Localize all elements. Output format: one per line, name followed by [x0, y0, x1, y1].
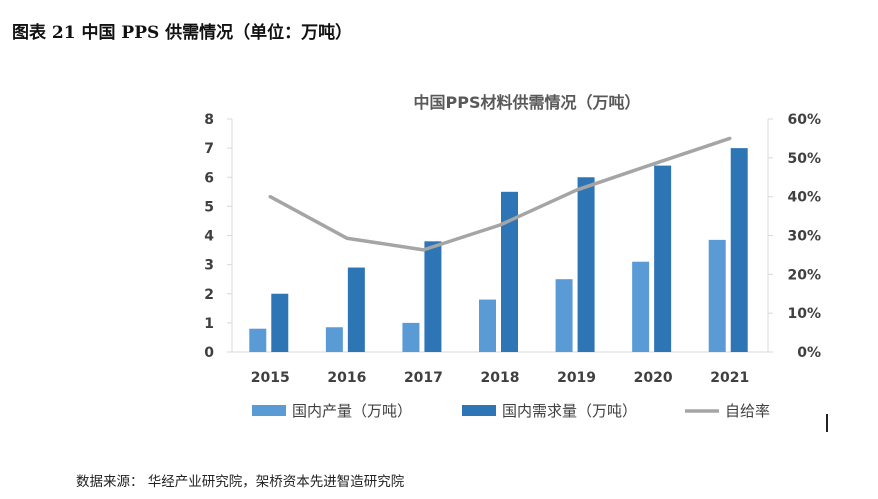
chart-title: 中国PPS材料供需情况（万吨） [414, 93, 641, 112]
right-tick-label: 60% [787, 112, 821, 128]
demand-bar [654, 165, 672, 352]
right-tick-label: 10% [787, 306, 821, 322]
left-tick-label: 7 [204, 141, 214, 157]
x-tick-label: 2018 [481, 370, 520, 386]
right-axis-labels: 0% 10% 20% 30% 40% 50% 60% [768, 112, 821, 361]
left-tick-label: 0 [204, 345, 214, 361]
x-tick-label: 2019 [557, 370, 596, 386]
right-tick-label: 20% [787, 267, 821, 283]
x-tick-label: 2015 [251, 370, 290, 386]
production-bar [555, 279, 573, 352]
x-tick-label: 2016 [327, 370, 366, 386]
demand-bar [501, 191, 518, 352]
source-note: 数据来源： 华经产业研究院，架桥资本先进智造研究院 [76, 474, 405, 490]
production-bar [479, 299, 496, 352]
production-bar [708, 239, 726, 352]
x-tick-label: 2021 [710, 370, 749, 386]
production-bar [402, 322, 420, 352]
x-tick-label: 2017 [404, 370, 443, 386]
demand-bar [577, 177, 595, 352]
demand-bar [730, 148, 748, 352]
legend-swatch [252, 405, 286, 416]
text-cursor [826, 414, 828, 432]
figure-title: 图表 21 中国 PPS 供需情况（单位：万吨） [12, 23, 353, 43]
right-tick-label: 0% [797, 345, 821, 361]
left-tick-label: 8 [204, 112, 214, 128]
demand-bar [271, 293, 289, 352]
demand-bars [271, 148, 748, 352]
legend-label: 国内产量（万吨） [292, 402, 412, 420]
left-axis-labels: 0 1 2 3 4 5 6 7 8 [204, 112, 232, 361]
x-tick-label: 2020 [634, 370, 673, 386]
left-tick-label: 3 [204, 258, 214, 274]
legend-item: 自给率 [685, 402, 770, 420]
right-tick-label: 50% [787, 151, 821, 167]
self-sufficiency-line [268, 136, 732, 252]
left-tick-label: 1 [204, 316, 214, 332]
left-tick-label: 5 [204, 199, 214, 215]
legend-item: 国内需求量（万吨） [462, 402, 637, 420]
right-tick-label: 30% [787, 229, 821, 245]
legend-label: 国内需求量（万吨） [502, 402, 637, 420]
left-tick-label: 4 [204, 229, 214, 245]
legend-label: 自给率 [725, 402, 770, 420]
legend-swatch [462, 405, 496, 416]
demand-bar [347, 267, 365, 352]
demand-bar [424, 241, 442, 352]
legend: 国内产量（万吨） 国内需求量（万吨） 自给率 [252, 402, 770, 420]
production-bar [325, 327, 343, 352]
left-tick-label: 2 [204, 287, 214, 303]
production-bar [632, 261, 650, 352]
production-bars [249, 239, 726, 352]
x-axis-labels: 2015 2016 2017 2018 2019 2020 2021 [251, 370, 749, 386]
legend-item: 国内产量（万吨） [252, 402, 412, 420]
right-tick-label: 40% [787, 190, 821, 206]
production-bar [249, 328, 267, 352]
left-tick-label: 6 [204, 170, 214, 186]
